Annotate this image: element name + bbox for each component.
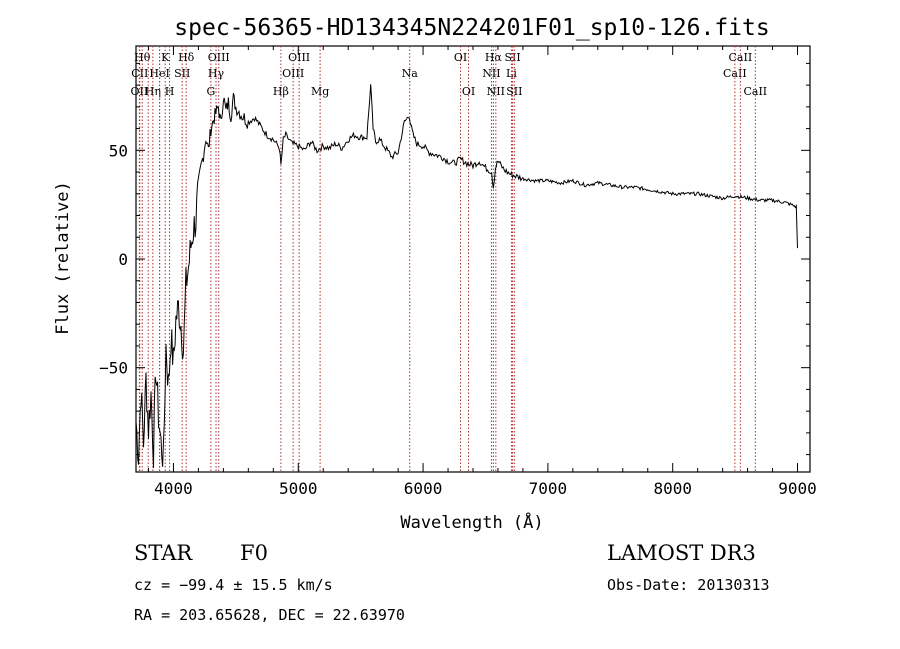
plot-frame [135,45,811,473]
line-marker-label: Na [402,67,419,80]
line-marker-label: Hδ [178,51,195,64]
chart-title: spec-56365-HD134345N224201F01_sp10-126.f… [174,15,769,41]
object-subclass: F0 [240,541,268,565]
line-marker-label: OIII [282,67,304,80]
line-marker-label: NII [482,67,500,80]
line-marker-label: OI [454,51,467,64]
redshift-text: cz = −99.4 ± 15.5 km/s [134,576,333,594]
line-marker-label: CaII [723,67,747,80]
line-marker-label: HeI [149,67,169,80]
line-marker-label: SII [504,51,520,64]
x-tick-label: 5000 [279,479,318,498]
survey-label: LAMOST DR3 [607,541,756,565]
x-axis-label: Wavelength (Å) [400,511,543,533]
line-marker-label: Mg [311,85,329,98]
spectrum-series [135,84,798,468]
x-tick-label: 7000 [529,479,568,498]
line-marker-label: OII [131,85,149,98]
spectrum-line [135,84,798,468]
line-marker-label: CII [131,67,148,80]
line-marker-label: Hβ [273,85,289,98]
line-marker-label: G [206,85,215,98]
line-marker-label: Hγ [208,67,225,80]
object-class: STAR [134,541,193,565]
obs-date-text: Obs-Date: 20130313 [607,576,770,594]
line-marker-label: CaII [743,85,767,98]
y-tick-label: −50 [99,359,128,378]
line-marker-label: SII [506,85,522,98]
line-marker-label: Li [506,67,517,80]
axis-ticks: 4000 5000 6000 7000 8000 9000 −50 0 50 [99,46,817,498]
line-marker-label: OIII [288,51,310,64]
x-tick-label: 8000 [653,479,692,498]
line-marker-label: K [161,51,170,64]
line-marker-label: Hα [485,51,503,64]
line-marker-label: OI [462,85,475,98]
x-tick-label: 4000 [154,479,193,498]
y-axis-label: Flux (relative) [53,181,73,335]
line-marker-label: CaII [729,51,753,64]
line-marker-label: SII [174,67,190,80]
coordinates-text: RA = 203.65628, DEC = 22.63970 [134,606,405,624]
x-tick-label: 6000 [404,479,443,498]
y-tick-label: 50 [109,141,128,160]
line-marker-label: H [165,85,175,98]
line-marker-label: Hθ [134,51,151,64]
line-marker-label: OIII [208,51,230,64]
line-marker-label: Hη [145,85,161,98]
y-tick-label: 0 [118,250,128,269]
x-tick-label: 9000 [778,479,817,498]
line-marker-label: NII [487,85,505,98]
